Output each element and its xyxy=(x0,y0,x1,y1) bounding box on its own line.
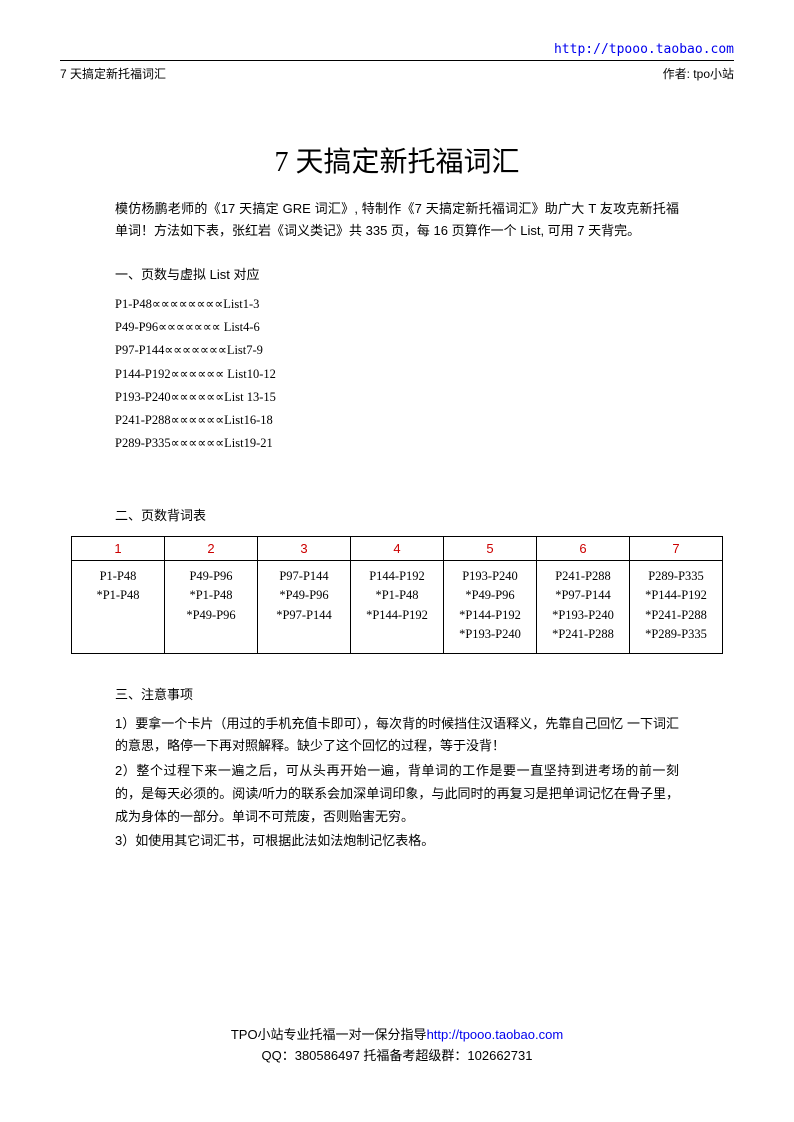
footer-url-text: http://tpooo.taobao.com xyxy=(427,1027,564,1042)
section1-heading: 一、页数与虚拟 List 对应 xyxy=(115,264,679,283)
schedule-table-wrap: 1234567 P1-P48*P1-P48P49-P96*P1-P48*P49-… xyxy=(71,536,723,654)
table-header-cell: 5 xyxy=(444,537,537,561)
list-mapping-line: P49-P96∝∝∝∝∝∝∝ List4-6 xyxy=(115,316,679,339)
table-cell: P241-P288*P97-P144*P193-P240*P241-P288 xyxy=(537,561,630,654)
footer-url-link[interactable]: http://tpooo.taobao.com xyxy=(427,1027,564,1042)
table-cell: P289-P335*P144-P192*P241-P288*P289-P335 xyxy=(630,561,723,654)
list-mapping-line: P241-P288∝∝∝∝∝∝List16-18 xyxy=(115,409,679,432)
section2-heading: 二、页数背词表 xyxy=(115,505,679,524)
page-title: 7 天搞定新托福词汇 xyxy=(115,140,679,180)
list-mapping-line: P193-P240∝∝∝∝∝∝List 13-15 xyxy=(115,386,679,409)
table-header-cell: 2 xyxy=(165,537,258,561)
top-url-text: http://tpooo.taobao.com xyxy=(554,42,734,57)
list-mapping-line: P144-P192∝∝∝∝∝∝ List10-12 xyxy=(115,363,679,386)
table-header-cell: 3 xyxy=(258,537,351,561)
footer-line1: TPO小站专业托福一对一保分指导http://tpooo.taobao.com xyxy=(0,1025,794,1046)
list-mapping-block: P1-P48∝∝∝∝∝∝∝∝List1-3P49-P96∝∝∝∝∝∝∝ List… xyxy=(115,293,679,455)
table-cell: P97-P144*P49-P96*P97-P144 xyxy=(258,561,351,654)
footer-line2: QQ：380586497 托福备考超级群：102662731 xyxy=(0,1046,794,1067)
header-left-text: 7 天搞定新托福词汇 xyxy=(60,65,166,82)
list-mapping-line: P289-P335∝∝∝∝∝∝List19-21 xyxy=(115,432,679,455)
page-footer: TPO小站专业托福一对一保分指导http://tpooo.taobao.com … xyxy=(0,1025,794,1067)
main-content: 7 天搞定新托福词汇 模仿杨鹏老师的《17 天搞定 GRE 词汇》, 特制作《7… xyxy=(115,140,679,855)
note-paragraph: 3）如使用其它词汇书，可根据此法如法炮制记忆表格。 xyxy=(115,830,679,853)
list-mapping-line: P1-P48∝∝∝∝∝∝∝∝List1-3 xyxy=(115,293,679,316)
table-cell: P49-P96*P1-P48*P49-P96 xyxy=(165,561,258,654)
table-header-cell: 4 xyxy=(351,537,444,561)
notes-block: 1）要拿一个卡片（用过的手机充值卡即可），每次背的时候挡住汉语释义，先靠自己回忆… xyxy=(115,713,679,854)
header-divider xyxy=(60,60,734,61)
list-mapping-line: P97-P144∝∝∝∝∝∝∝List7-9 xyxy=(115,339,679,362)
note-paragraph: 1）要拿一个卡片（用过的手机充值卡即可），每次背的时候挡住汉语释义，先靠自己回忆… xyxy=(115,713,679,759)
footer-line1-prefix: TPO小站专业托福一对一保分指导 xyxy=(231,1027,427,1042)
header-right-text: 作者: tpo小站 xyxy=(663,65,734,82)
table-header-cell: 7 xyxy=(630,537,723,561)
table-cell: P144-P192*P1-P48*P144-P192 xyxy=(351,561,444,654)
section3-heading: 三、注意事项 xyxy=(115,684,679,703)
table-header-row: 1234567 xyxy=(72,537,723,561)
table-cell: P1-P48*P1-P48 xyxy=(72,561,165,654)
table-header-cell: 6 xyxy=(537,537,630,561)
schedule-table: 1234567 P1-P48*P1-P48P49-P96*P1-P48*P49-… xyxy=(71,536,723,654)
table-cell: P193-P240*P49-P96*P144-P192*P193-P240 xyxy=(444,561,537,654)
top-url-link[interactable]: http://tpooo.taobao.com xyxy=(554,42,734,57)
table-body-row: P1-P48*P1-P48P49-P96*P1-P48*P49-P96P97-P… xyxy=(72,561,723,654)
note-paragraph: 2）整个过程下来一遍之后，可从头再开始一遍，背单词的工作是要一直坚持到进考场的前… xyxy=(115,760,679,828)
intro-paragraph: 模仿杨鹏老师的《17 天搞定 GRE 词汇》, 特制作《7 天搞定新托福词汇》助… xyxy=(115,198,679,242)
table-header-cell: 1 xyxy=(72,537,165,561)
